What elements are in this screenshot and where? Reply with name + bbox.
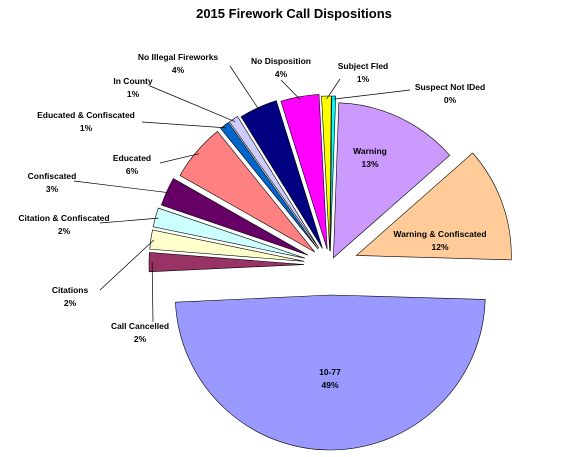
slice-label: Confiscated	[28, 171, 77, 181]
slice-label: Educated & Confiscated	[37, 110, 135, 120]
slice-label: Subject Fled	[338, 61, 389, 71]
slice-percent-label: 1%	[357, 74, 370, 84]
leader-line	[99, 239, 155, 291]
pie-slice-educated-confiscated	[220, 122, 319, 250]
pie-slice-confiscated	[161, 178, 309, 256]
slice-label: Educated	[113, 153, 151, 163]
leader-line	[149, 85, 236, 122]
slice-percent-label: 0%	[444, 95, 457, 105]
slice-label: Call Cancelled	[111, 321, 169, 331]
slice-label: No Disposition	[251, 56, 311, 66]
slice-label: Citations	[52, 285, 89, 295]
slice-label: In County	[113, 76, 152, 86]
pie-slice-in-county	[228, 116, 320, 249]
pie-slice-warning	[333, 102, 451, 259]
slice-label: 10-77	[319, 367, 341, 377]
leader-line	[229, 65, 260, 111]
pie-slice-educated	[179, 130, 315, 253]
leader-line	[333, 89, 411, 100]
slice-label: Warning & Confiscated	[393, 229, 486, 239]
pie-slice-no-illegal-fireworks	[240, 100, 323, 249]
slice-label: Suspect Not IDed	[415, 82, 485, 92]
pie-slice-citations	[149, 229, 305, 262]
slice-label: Warning	[353, 146, 387, 156]
slice-percent-label: 12%	[431, 242, 448, 252]
pie-slice-call-cancelled	[148, 252, 305, 273]
leader-line	[326, 78, 341, 100]
pie-slice-no-disposition	[280, 94, 328, 250]
pie-slice-10-77	[175, 294, 486, 451]
slice-percent-label: 4%	[275, 69, 288, 79]
leader-line	[99, 217, 159, 224]
slice-label: Citation & Confiscated	[18, 213, 109, 223]
leader-line	[159, 153, 200, 164]
slice-percent-label: 4%	[172, 65, 185, 75]
pie-slice-subject-fled	[321, 95, 332, 252]
slice-label: No Illegal Fireworks	[138, 52, 219, 62]
slice-percent-label: 13%	[361, 159, 378, 169]
leader-line	[73, 180, 170, 194]
pie-slice-warning-confiscated	[355, 152, 512, 261]
slice-percent-label: 2%	[134, 334, 147, 344]
pie-slice-suspect-not-ided	[330, 95, 337, 252]
leader-line	[151, 262, 154, 323]
slice-percent-label: 2%	[58, 226, 71, 236]
slice-percent-label: 6%	[126, 166, 139, 176]
leader-line	[141, 121, 227, 129]
pie-slice-citation-confiscated	[152, 207, 306, 259]
slice-percent-label: 49%	[321, 380, 338, 390]
slice-percent-label: 2%	[64, 298, 77, 308]
slice-percent-label: 3%	[46, 184, 59, 194]
slice-percent-label: 1%	[127, 89, 140, 99]
slice-percent-label: 1%	[80, 123, 93, 133]
leader-line	[280, 79, 301, 100]
chart-title: 2015 Firework Call Dispositions	[196, 6, 392, 21]
